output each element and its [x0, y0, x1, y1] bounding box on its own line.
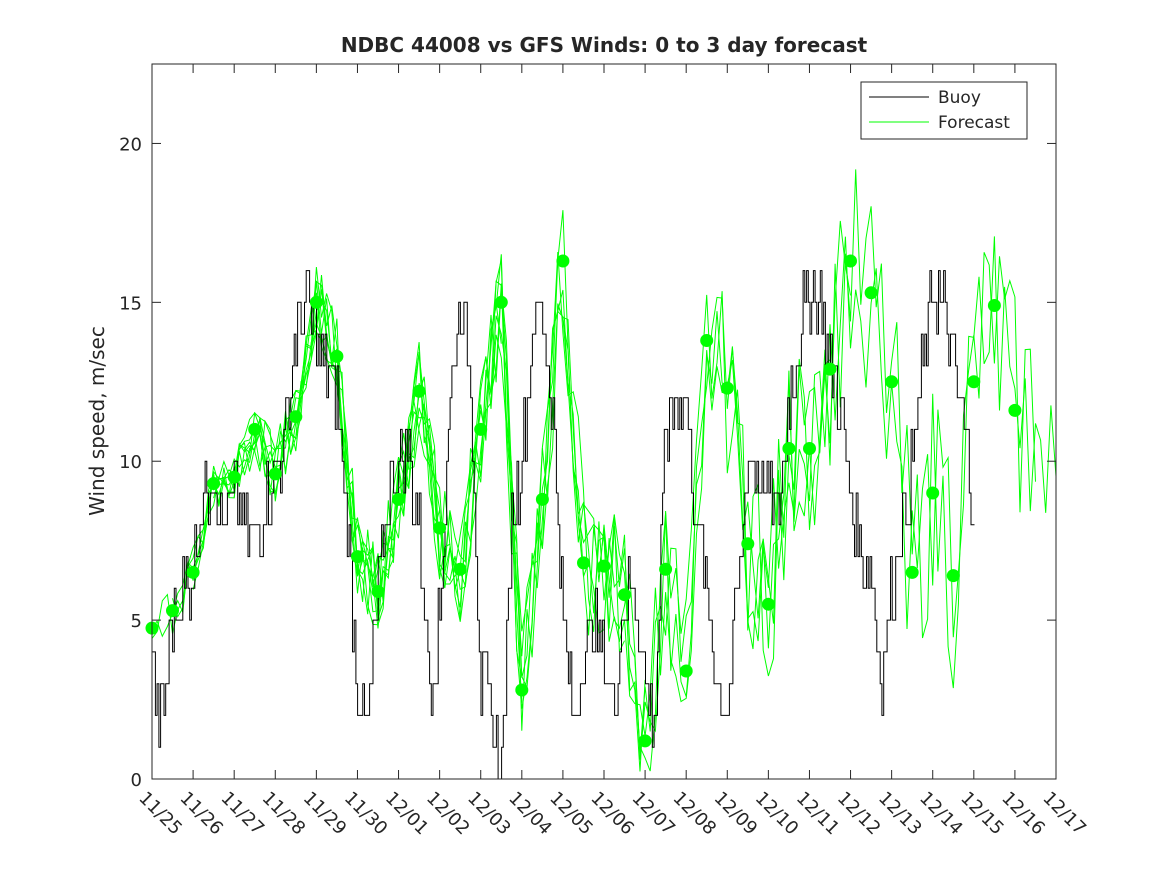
y-axis: 0 5 10 15 20: [119, 134, 1056, 791]
forecast-point: [1008, 403, 1022, 417]
forecast-line: [213, 280, 502, 602]
forecast-markers: [145, 254, 1022, 748]
forecast-point: [433, 521, 447, 535]
forecast-point: [905, 565, 919, 579]
forecast-point: [987, 299, 1001, 312]
forecast-point: [659, 562, 673, 576]
forecast-point: [494, 295, 508, 309]
forecast-point: [392, 492, 405, 506]
forecast-point: [556, 254, 570, 268]
chart-title: NDBC 44008 vs GFS Winds: 0 to 3 day fore…: [341, 33, 868, 57]
y-tick-label: 0: [131, 770, 142, 791]
forecast-point: [268, 467, 282, 481]
forecast-point: [782, 442, 796, 455]
forecast-point: [535, 492, 549, 506]
forecast-point: [618, 588, 631, 602]
forecast-point: [700, 334, 714, 347]
forecast-point: [823, 362, 837, 376]
forecast-point: [330, 349, 344, 363]
forecast-point: [453, 562, 467, 576]
forecast-point: [371, 585, 385, 598]
forecast-point: [186, 565, 200, 579]
forecast-point: [679, 664, 693, 678]
legend: Buoy Forecast: [860, 81, 1028, 140]
y-axis-label: Wind speed, m/sec: [85, 326, 109, 516]
forecast-point: [741, 537, 755, 551]
buoy-line: [152, 270, 975, 780]
forecast-point: [885, 375, 899, 389]
forecast-point: [289, 410, 303, 424]
legend-box: [860, 81, 1028, 140]
forecast-line: [172, 280, 831, 755]
forecast-point: [166, 604, 179, 618]
forecast-point: [207, 477, 221, 490]
y-tick-label: 15: [119, 293, 142, 314]
y-tick-label: 10: [119, 452, 142, 473]
legend-buoy-label: Buoy: [938, 88, 981, 108]
forecast-point: [309, 295, 323, 309]
forecast-point: [720, 381, 734, 395]
legend-forecast-label: Forecast: [938, 113, 1010, 133]
forecast-point: [515, 683, 529, 697]
forecast-line: [172, 300, 646, 772]
forecast-point: [227, 470, 241, 484]
forecast-point: [946, 569, 960, 583]
forecast-point: [803, 442, 816, 455]
forecast-point: [864, 286, 878, 300]
forecast-point: [926, 486, 940, 500]
forecast-point: [248, 422, 262, 436]
forecast-point: [597, 559, 611, 573]
forecast-line: [192, 169, 1036, 760]
forecast-point: [577, 556, 590, 570]
forecast-point: [638, 734, 652, 748]
forecast-point: [761, 597, 775, 611]
forecast-point: [967, 375, 981, 389]
buoy-series-line: [152, 270, 975, 780]
y-tick-label: 5: [131, 611, 142, 632]
forecast-point: [351, 550, 364, 564]
forecast-point: [474, 422, 488, 436]
forecast-point: [412, 384, 426, 398]
y-tick-label: 20: [119, 134, 142, 155]
forecast-point: [844, 254, 857, 268]
